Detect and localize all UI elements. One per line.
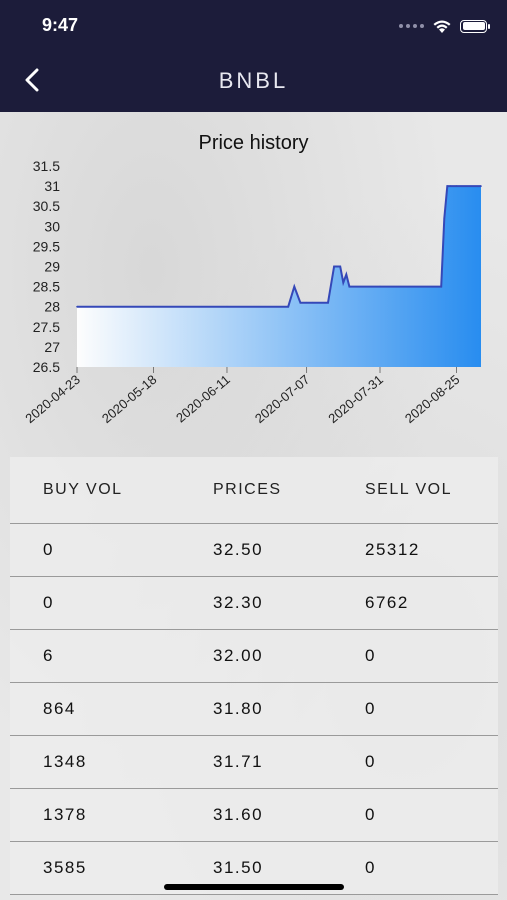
price-point: [339, 265, 342, 268]
sell-vol-cell: 0: [365, 646, 376, 665]
price-cell: 31.50: [213, 858, 264, 877]
price-point: [480, 185, 482, 187]
table-header: BUY VOL PRICES SELL VOL: [10, 457, 498, 524]
sell-vol-cell: 0: [365, 805, 376, 824]
price-point: [152, 305, 155, 308]
table-row: 0 32.30 6762: [10, 577, 498, 630]
main-content: Price history 31.5 31 30.5 30 29.5 29 28.5 28 27…: [0, 112, 507, 900]
sell-vol-cell: 6762: [365, 593, 409, 612]
price-point: [345, 273, 348, 276]
y-tick-label: 29.5: [33, 238, 60, 254]
wifi-icon: [433, 20, 451, 33]
price-point: [379, 285, 381, 288]
sell-vol-cell: 0: [365, 858, 376, 877]
x-tick-label: 2020-07-31: [325, 372, 386, 426]
y-tick-label: 29: [44, 259, 60, 275]
buy-vol-cell: 0: [43, 540, 54, 559]
table-row: 6 32.00 0: [10, 630, 498, 683]
y-tick-label: 31: [44, 178, 60, 194]
price-point: [446, 185, 449, 187]
price-point: [327, 301, 329, 304]
table-row: 864 31.80 0: [10, 683, 498, 736]
header-prices: PRICES: [213, 481, 282, 498]
price-point: [299, 301, 302, 304]
y-tick-label: 28.5: [33, 279, 60, 295]
price-point: [287, 305, 289, 308]
table-row: 1348 31.71 0: [10, 736, 498, 789]
app-header: 9:47 BNBL: [0, 0, 507, 112]
order-book-table: BUY VOL PRICES SELL VOL 0 32.50 25312 0 …: [10, 457, 498, 895]
x-tick-label: 2020-07-07: [252, 372, 313, 426]
y-tick-label: 28: [44, 299, 60, 315]
price-point: [440, 285, 443, 288]
price-chart: Price history 31.5 31 30.5 30 29.5 29 28.5 28 27…: [0, 112, 507, 457]
price-point: [305, 301, 308, 304]
sell-vol-cell: 25312: [365, 540, 420, 559]
buy-vol-cell: 1378: [43, 805, 87, 824]
y-tick-label: 31.5: [33, 158, 60, 174]
price-point: [333, 265, 335, 268]
x-tick-label: 2020-08-25: [402, 372, 463, 426]
back-button[interactable]: [14, 62, 50, 98]
price-cell: 31.71: [213, 752, 264, 771]
sell-vol-cell: 0: [365, 699, 376, 718]
price-point: [293, 285, 296, 288]
x-tick-label: 2020-05-18: [99, 372, 160, 426]
price-points: [76, 185, 482, 308]
signal-icon: [399, 24, 424, 28]
buy-vol-cell: 3585: [43, 858, 87, 877]
price-point: [443, 217, 446, 220]
price-point: [455, 185, 458, 187]
page-title: BNBL: [218, 68, 289, 93]
price-point: [348, 285, 351, 288]
buy-vol-cell: 0: [43, 593, 54, 612]
table-row: 1378 31.60 0: [10, 789, 498, 842]
price-point: [311, 301, 314, 304]
price-area: [77, 186, 481, 367]
buy-vol-cell: 864: [43, 699, 76, 718]
price-cell: 31.80: [213, 699, 264, 718]
price-point: [226, 305, 228, 308]
chart-title: Price history: [198, 132, 309, 154]
price-point: [76, 305, 78, 308]
price-chart-svg: 31.5 31 30.5 30 29.5 29 28.5 28 27.5 27 26.5 2020-…: [22, 158, 482, 426]
price-cell: 32.30: [213, 593, 264, 612]
price-point: [342, 281, 345, 284]
price-cell: 31.60: [213, 805, 264, 824]
x-tick-label: 2020-04-23: [22, 372, 83, 426]
x-axis: 2020-04-23 2020-05-18 2020-06-11 2020-07-07…: [22, 367, 462, 426]
chevron-left-icon: [25, 68, 39, 92]
y-tick-label: 27: [44, 339, 60, 355]
table-row: 0 32.50 25312: [10, 524, 498, 577]
y-axis: 31.5 31 30.5 30 29.5 29 28.5 28 27.5 27 26.5: [33, 158, 60, 375]
sell-vol-cell: 0: [365, 752, 376, 771]
y-tick-label: 26.5: [33, 359, 60, 375]
y-tick-label: 30: [44, 218, 60, 234]
battery-icon: [460, 19, 490, 33]
header-buy-vol: BUY VOL: [43, 481, 123, 498]
price-cell: 32.00: [213, 646, 264, 665]
x-tick-label: 2020-06-11: [173, 372, 233, 426]
status-icons: [399, 16, 490, 36]
y-tick-label: 27.5: [33, 319, 60, 335]
status-time: 9:47: [42, 15, 79, 35]
table-row: 3585 31.50 0: [10, 842, 498, 895]
y-tick-label: 30.5: [33, 198, 60, 214]
header-sell-vol: SELL VOL: [365, 481, 453, 498]
buy-vol-cell: 6: [43, 646, 54, 665]
home-indicator[interactable]: [164, 884, 344, 890]
buy-vol-cell: 1348: [43, 752, 87, 771]
price-cell: 32.50: [213, 540, 264, 559]
price-point: [449, 185, 452, 187]
